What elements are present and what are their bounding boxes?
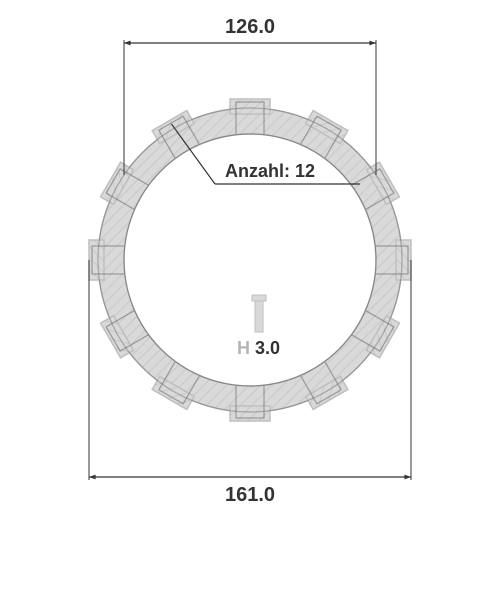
thickness-icon xyxy=(255,300,263,332)
label-thickness: H 3.0 xyxy=(237,338,280,358)
dim-inner-dia: 126.0 xyxy=(225,16,275,38)
diagram-svg: 126.0 161.0 Anzahl: 12 H 3.0 xyxy=(0,0,500,600)
clutch-plate xyxy=(89,99,411,421)
diagram-stage: 126.0 161.0 Anzahl: 12 H 3.0 xyxy=(0,0,500,600)
dim-outer-dia: 161.0 xyxy=(225,484,275,506)
label-tooth-count: Anzahl: 12 xyxy=(225,161,315,181)
